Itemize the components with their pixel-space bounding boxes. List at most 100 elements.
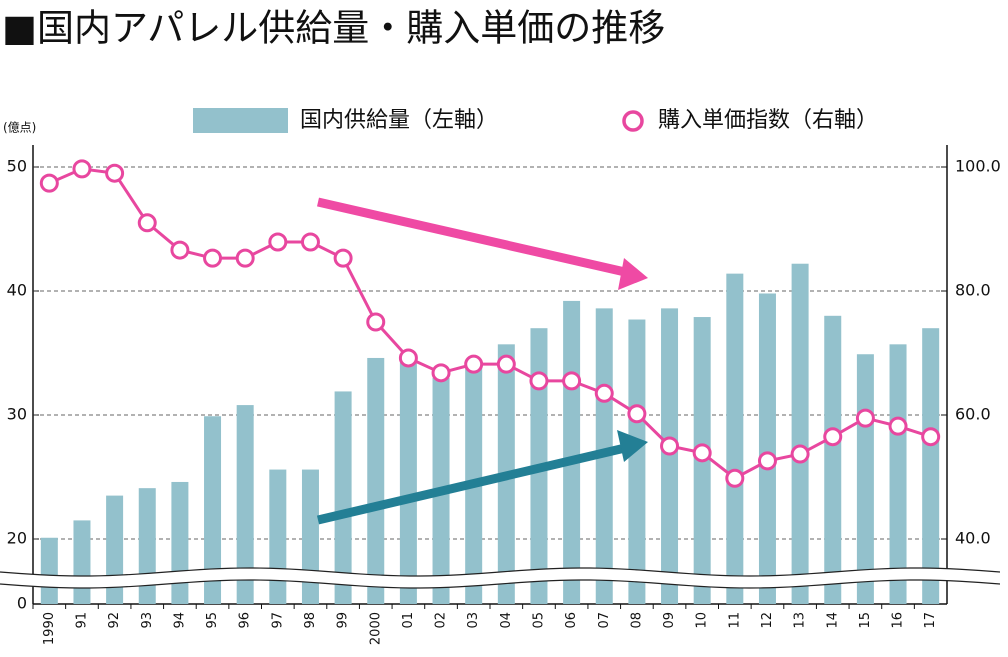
bar [856, 354, 874, 604]
marker [235, 248, 255, 268]
y2-tick-label: 100.0 [955, 157, 1001, 176]
marker [366, 312, 386, 332]
y-tick-label: 20 [7, 529, 27, 548]
x-tick-label: 13 [793, 612, 808, 629]
bar [889, 344, 907, 604]
x-tick-label: 05 [531, 612, 546, 629]
bar [40, 537, 58, 604]
x-tick-label: 12 [760, 612, 775, 629]
x-tick-label: 06 [564, 612, 579, 629]
x-tick-label: 09 [662, 612, 677, 629]
bar [791, 263, 809, 604]
y2-tick-label: 80.0 [955, 281, 991, 300]
line-layer [39, 159, 941, 488]
bar [204, 416, 222, 604]
marker [529, 371, 549, 391]
x-tick-label: 96 [238, 612, 253, 629]
marker [790, 444, 810, 464]
marker [627, 404, 647, 424]
marker [594, 383, 614, 403]
marker [137, 213, 157, 233]
arrow-head [618, 258, 648, 290]
x-tick-label: 93 [140, 612, 155, 629]
x-tick-label: 17 [923, 612, 938, 629]
x-tick-label: 98 [303, 612, 318, 629]
y2-tick-label: 40.0 [955, 529, 991, 548]
arrow-down [316, 197, 627, 277]
marker [725, 468, 745, 488]
marker [170, 240, 190, 260]
axis-break [0, 568, 1000, 588]
arrow-head [617, 430, 648, 462]
bar [628, 319, 646, 604]
marker [921, 427, 941, 447]
x-tick-label: 1990 [42, 612, 57, 645]
bar [236, 405, 254, 604]
bar [824, 315, 842, 604]
x-tick-label: 2000 [368, 612, 383, 645]
bar [138, 488, 156, 604]
marker [823, 427, 843, 447]
x-tick-label: 04 [499, 612, 514, 629]
y-tick-label: 30 [7, 405, 27, 424]
arrow-up [316, 443, 627, 525]
line [48, 167, 932, 481]
x-tick-label: 99 [336, 612, 351, 629]
legend-swatch [193, 108, 288, 133]
x-tick-label: 01 [401, 612, 416, 629]
x-tick-label: 08 [629, 612, 644, 629]
legend-label: 国内供給量（左軸） [300, 108, 498, 133]
x-tick-label: 14 [825, 612, 840, 629]
x-tick-label: 94 [172, 612, 187, 629]
marker [300, 232, 320, 252]
x-tick-label: 16 [891, 612, 906, 629]
marker [692, 443, 712, 463]
x-tick-label: 11 [727, 612, 742, 629]
x-tick-label: 97 [270, 612, 285, 629]
bar [269, 469, 287, 604]
bar [726, 273, 744, 604]
bar [399, 360, 417, 604]
x-tick-label: 07 [597, 612, 612, 629]
y-tick-label: 40 [7, 281, 27, 300]
bar [758, 293, 776, 604]
y-tick-label: 50 [7, 157, 27, 176]
x-tick-label: 03 [466, 612, 481, 629]
bar [367, 357, 385, 604]
x-tick-label: 10 [695, 612, 710, 629]
arrows [316, 197, 648, 525]
marker [431, 363, 451, 383]
bar [922, 328, 940, 604]
chart-title: ■国内アパレル供給量・購入単価の推移 [2, 7, 665, 50]
axis-break-edge [0, 567, 1001, 577]
marker [888, 416, 908, 436]
marker [496, 354, 516, 374]
marker [660, 436, 680, 456]
x-tick-label: 02 [434, 612, 449, 629]
bar [563, 300, 581, 604]
bar [661, 308, 679, 604]
bar [334, 391, 352, 604]
marker [757, 451, 777, 471]
marker [72, 159, 92, 179]
x-tick-label: 15 [858, 612, 873, 629]
x-tick-label: 91 [74, 612, 89, 629]
marker [562, 371, 582, 391]
y-tick-label: 0 [17, 594, 27, 613]
marker [203, 248, 223, 268]
x-tick-label: 95 [205, 612, 220, 629]
y2-tick-label: 60.0 [955, 405, 991, 424]
marker [39, 173, 59, 193]
legend-label: 購入単価指数（右軸） [658, 108, 878, 133]
marker [268, 232, 288, 252]
marker [855, 408, 875, 428]
marker [398, 348, 418, 368]
marker [105, 163, 125, 183]
overlay [0, 567, 1001, 589]
x-tick-label: 92 [107, 612, 122, 629]
bar [301, 469, 319, 604]
y-axis-label: (億点) [3, 121, 36, 135]
bar [73, 520, 91, 604]
